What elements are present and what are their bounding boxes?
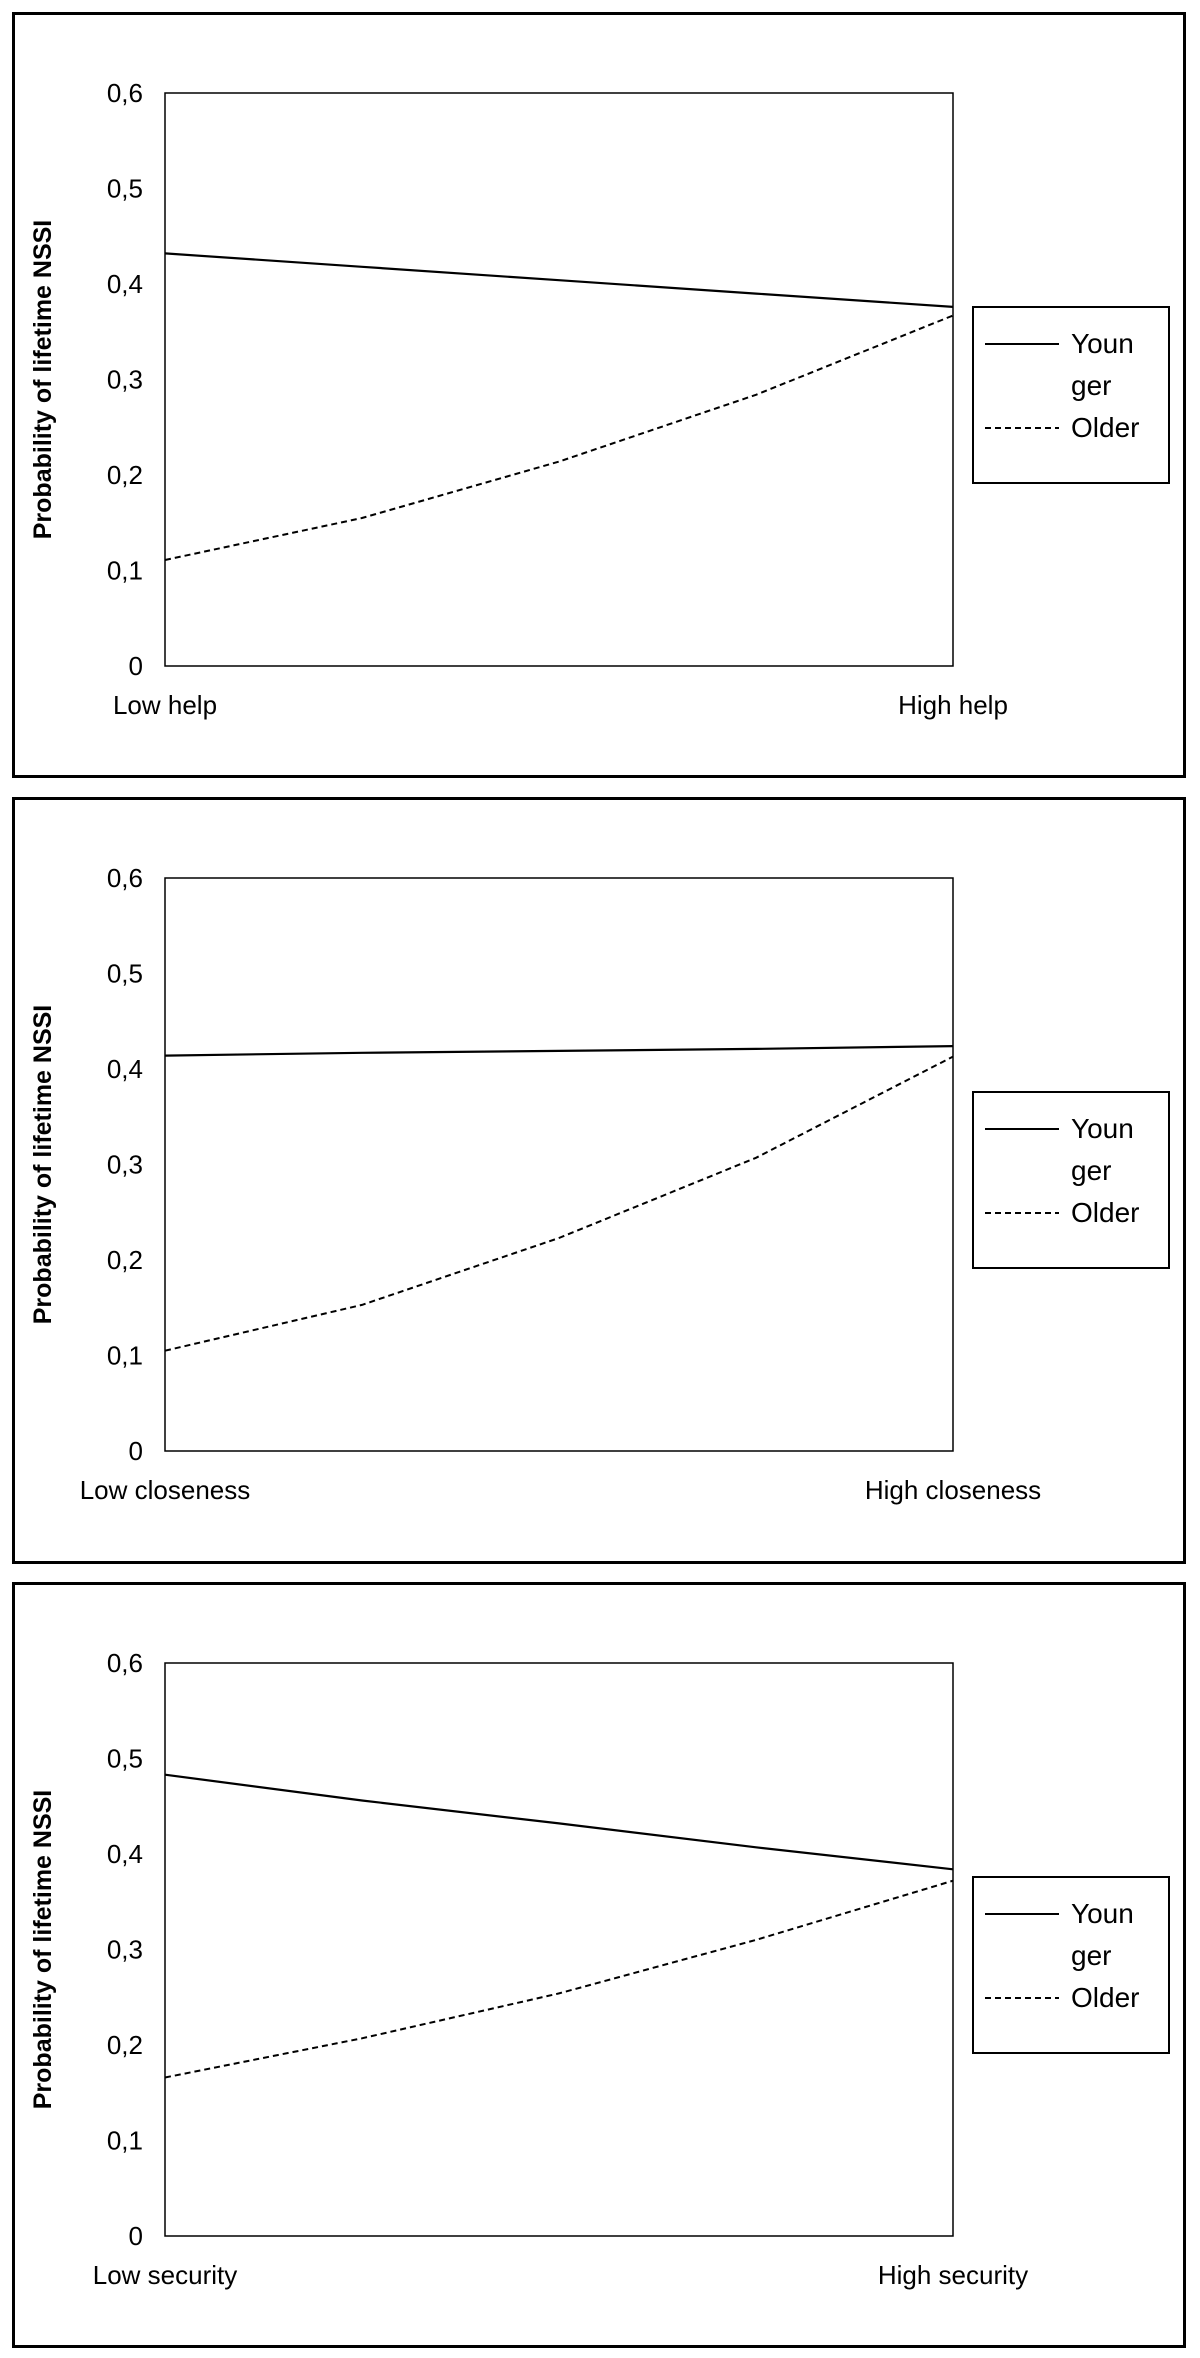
legend-box (972, 1091, 1170, 1269)
legend-box (972, 306, 1170, 484)
chart-svg: 0 0,1 0,2 0,3 0,4 0,5 0,6 Probability of lifeti… (29, 78, 1170, 720)
series-line-younger (164, 1773, 954, 1871)
y-tick-label: 0,3 (107, 1150, 143, 1180)
y-tick-label: 0,1 (107, 1341, 143, 1371)
y-axis-title: Probability of lifetime NSSI (29, 220, 57, 540)
y-tick-label: 0,2 (107, 1245, 143, 1275)
x-tick-label: High closeness (865, 1475, 1041, 1505)
chart-svg: 0 0,1 0,2 0,3 0,4 0,5 0,6 Probability of lifeti… (29, 1648, 1170, 2290)
legend-box (972, 1876, 1170, 2054)
legend-label: Older (1071, 1197, 1139, 1228)
plot-area-border (164, 1662, 954, 2237)
series-line-younger (164, 252, 954, 308)
series-line-older (164, 314, 954, 561)
y-tick-label: 0,6 (107, 1648, 143, 1678)
legend-label: Youn (1071, 328, 1134, 359)
chart-panel-security: 0 0,1 0,2 0,3 0,4 0,5 0,6 Probability of lifeti… (12, 1582, 1186, 2348)
series-line-older (164, 1055, 954, 1352)
y-tick-label: 0 (129, 1436, 143, 1466)
y-tick-label: 0,5 (107, 959, 143, 989)
series-line-older (164, 1879, 954, 2079)
legend-label: ger (1071, 370, 1111, 401)
y-tick-label: 0,3 (107, 365, 143, 395)
legend-label: Youn (1071, 1898, 1134, 1929)
legend-label: Youn (1071, 1113, 1134, 1144)
series-line-younger (164, 1045, 954, 1057)
chart-panel-help: 0 0,1 0,2 0,3 0,4 0,5 0,6 Probability of lifeti… (12, 12, 1186, 778)
y-tick-label: 0,4 (107, 1839, 143, 1869)
y-tick-label: 0,4 (107, 1054, 143, 1084)
chart-panel-closeness: 0 0,1 0,2 0,3 0,4 0,5 0,6 Probability of lifeti… (12, 797, 1186, 1564)
x-tick-label: Low closeness (80, 1475, 251, 1505)
y-tick-label: 0,1 (107, 2126, 143, 2156)
legend-label: ger (1071, 1155, 1111, 1186)
y-tick-label: 0,3 (107, 1935, 143, 1965)
y-tick-label: 0 (129, 2221, 143, 2251)
y-tick-label: 0,1 (107, 556, 143, 586)
legend-label: ger (1071, 1940, 1111, 1971)
x-tick-label: High security (878, 2260, 1028, 2290)
y-tick-label: 0,2 (107, 460, 143, 490)
y-tick-label: 0,6 (107, 863, 143, 893)
y-axis-title: Probability of lifetime NSSI (29, 1005, 57, 1325)
legend-label: Older (1071, 412, 1139, 443)
y-axis-title: Probability of lifetime NSSI (29, 1790, 57, 2110)
y-tick-label: 0,4 (107, 269, 143, 299)
x-tick-label: Low help (113, 690, 217, 720)
y-tick-label: 0 (129, 651, 143, 681)
x-tick-label: High help (898, 690, 1008, 720)
legend-label: Older (1071, 1982, 1139, 2013)
y-tick-label: 0,6 (107, 78, 143, 108)
x-tick-label: Low security (93, 2260, 238, 2290)
plot-area-border (164, 92, 954, 667)
chart-svg: 0 0,1 0,2 0,3 0,4 0,5 0,6 Probability of lifeti… (29, 863, 1170, 1505)
y-tick-label: 0,5 (107, 1744, 143, 1774)
plot-area-border (164, 877, 954, 1452)
y-tick-label: 0,2 (107, 2030, 143, 2060)
y-tick-label: 0,5 (107, 174, 143, 204)
